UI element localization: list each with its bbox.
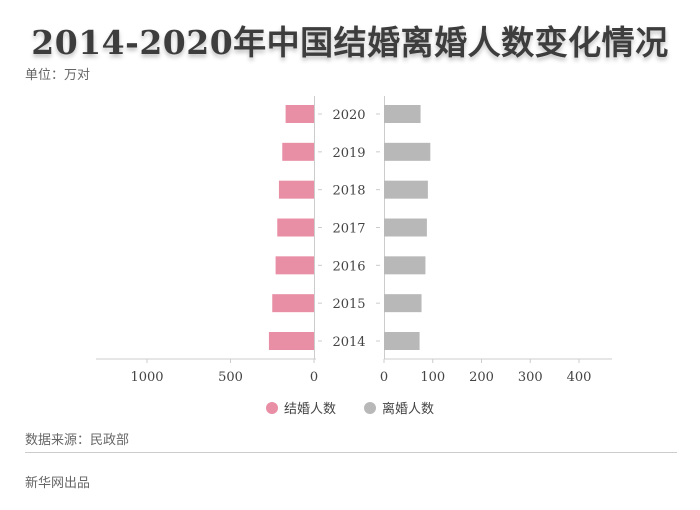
footer-divider — [25, 452, 677, 453]
unit-label: 单位：万对 — [25, 68, 91, 83]
bar-divorce-2020 — [384, 105, 421, 123]
legend-marker-marriage — [265, 401, 278, 414]
bar-divorce-2018 — [384, 180, 428, 199]
butterfly-bar-chart: 2020 2019 2018 2017 2016 2015 2014 1000 500 0 0 100… — [96, 96, 612, 385]
bar-divorce-2015 — [384, 294, 422, 313]
right-axis-tick-label-100: 100 — [420, 370, 445, 385]
bar-marriage-2015 — [272, 294, 314, 313]
bar-marriage-2018 — [278, 180, 314, 199]
left-axis-tick-label-1000: 1000 — [130, 370, 163, 385]
left-axis-tick-label-500: 500 — [218, 370, 243, 385]
chart-legend: 结婚人数 离婚人数 — [0, 398, 700, 417]
bar-marriage-2016 — [275, 256, 314, 275]
category-label-2016: 2016 — [332, 259, 365, 274]
legend-label-divorce: 离婚人数 — [382, 402, 435, 417]
bar-marriage-2014 — [268, 331, 314, 350]
bar-divorce-2014 — [384, 331, 420, 350]
category-label-2015: 2015 — [332, 297, 365, 312]
legend-item-marriage: 结婚人数 — [265, 398, 336, 417]
right-axis-tick-label-300: 300 — [518, 370, 543, 385]
source-label: 数据来源：民政部 — [25, 433, 130, 448]
right-axis-tick-label-400: 400 — [567, 370, 592, 385]
right-axis-tick-label-0: 0 — [380, 370, 388, 385]
category-label-2020: 2020 — [332, 108, 365, 123]
chart-title: 2014-2020年中国结婚离婚人数变化情况 — [31, 23, 669, 62]
category-label-2018: 2018 — [332, 184, 365, 199]
legend-label-marriage: 结婚人数 — [283, 402, 336, 417]
legend-marker-divorce — [364, 401, 376, 414]
bar-marriage-2017 — [277, 218, 314, 237]
right-axis-tick-label-200: 200 — [469, 370, 494, 385]
left-axis-tick-label-0: 0 — [310, 370, 318, 385]
bar-divorce-2016 — [384, 256, 426, 275]
category-label-2014: 2014 — [332, 335, 365, 350]
credit-label: 新华网出品 — [25, 476, 91, 491]
category-label-2017: 2017 — [332, 221, 365, 236]
category-label-2019: 2019 — [332, 146, 365, 161]
bar-divorce-2017 — [384, 218, 427, 237]
bar-marriage-2020 — [285, 105, 314, 123]
bar-marriage-2019 — [282, 142, 314, 161]
legend-item-divorce: 离婚人数 — [364, 398, 434, 417]
bar-divorce-2019 — [384, 142, 431, 161]
